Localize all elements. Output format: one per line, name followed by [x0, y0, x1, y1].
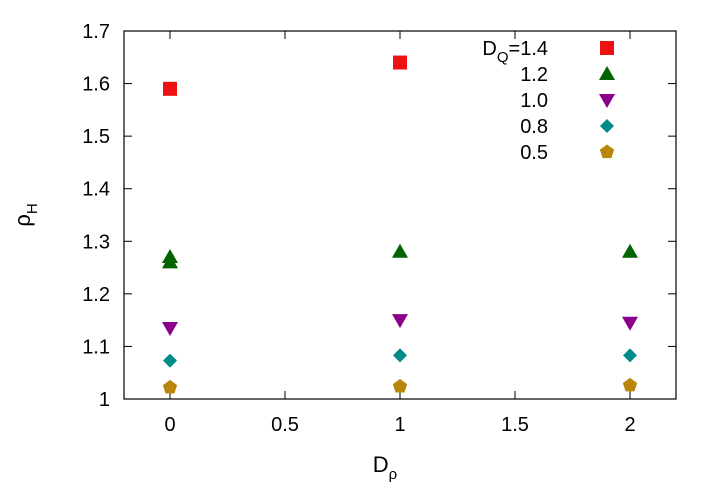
y-tick-label: 1 [99, 389, 110, 411]
x-tick-label: 1.5 [501, 414, 529, 436]
data-point-square [393, 55, 407, 70]
legend-marker-square [600, 41, 614, 55]
data-points [162, 55, 638, 394]
legend-label: DQ=1.4 [482, 38, 548, 66]
y-tick-label: 1.6 [82, 74, 110, 96]
data-point-pentagon [392, 378, 408, 393]
data-point-diamond [163, 353, 177, 368]
x-tick-label: 2 [624, 414, 635, 436]
data-point-diamond [623, 348, 637, 363]
legend-marker-triangle-up [599, 66, 615, 80]
data-point-triangle-up [162, 254, 178, 269]
data-point-triangle-down [622, 316, 638, 331]
y-tick-label: 1.3 [82, 231, 110, 253]
data-point-triangle-up [622, 243, 638, 258]
x-tick-label: 0 [164, 414, 175, 436]
legend-label: 0.8 [520, 116, 548, 138]
data-point-diamond [393, 348, 407, 363]
x-tick-label: 1 [394, 414, 405, 436]
legend-label: 1.0 [520, 90, 548, 112]
y-tick-label: 1.7 [82, 21, 110, 43]
x-tick-label: 0.5 [271, 414, 299, 436]
data-point-triangle-down [162, 322, 178, 337]
y-tick-label: 1.5 [82, 126, 110, 148]
data-point-triangle-down [392, 314, 408, 329]
legend-marker-diamond [600, 119, 614, 133]
y-tick-label: 1.1 [82, 336, 110, 358]
data-point-pentagon [622, 377, 638, 392]
plot-frame [123, 30, 677, 400]
x-axis-label: Dρ [373, 452, 397, 483]
legend-label: 0.5 [520, 142, 548, 164]
legend: DQ=1.41.2 1.0 0.8 0.5 [482, 38, 615, 164]
legend-marker-triangle-down [599, 94, 615, 108]
y-tick-label: 1.4 [82, 179, 110, 201]
legend-marker-pentagon [599, 144, 615, 159]
data-point-pentagon [162, 379, 178, 394]
data-point-square [163, 81, 177, 96]
y-tick-label: 1.2 [82, 284, 110, 306]
tick-labels: 0 0.5 1 1.5 2 1 1.1 1.2 1.3 1.4 1.5 1.6 1.7 [82, 21, 635, 436]
axis-ticks [124, 30, 676, 400]
legend-label: 1.2 [520, 64, 548, 86]
data-point-triangle-up [392, 243, 408, 258]
y-axis-label: ρH [10, 203, 41, 226]
